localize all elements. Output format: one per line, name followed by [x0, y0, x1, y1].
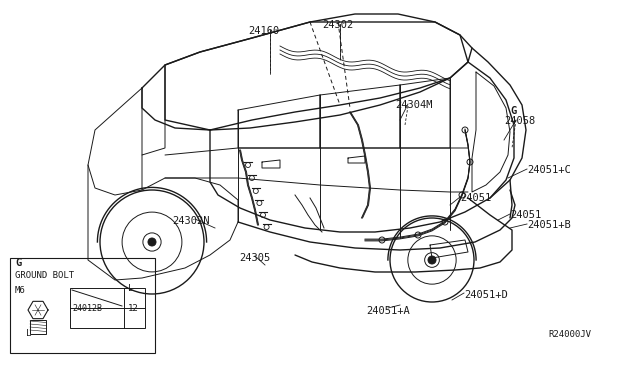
Text: 24302: 24302 [322, 20, 353, 30]
Text: 24051+D: 24051+D [464, 290, 508, 300]
Text: 24302N: 24302N [172, 216, 209, 226]
Circle shape [148, 238, 156, 246]
Text: 24012B: 24012B [72, 304, 102, 313]
Bar [70, 288, 145, 328]
Text: G: G [15, 258, 21, 268]
Text: G: G [510, 106, 516, 116]
Text: M6: M6 [15, 286, 26, 295]
Text: 12: 12 [128, 304, 139, 313]
Text: R24000JV: R24000JV [548, 330, 591, 339]
Text: 24058: 24058 [504, 116, 535, 126]
Text: 24051+C: 24051+C [527, 165, 571, 175]
Text: 24304M: 24304M [395, 100, 433, 110]
Bar [30, 320, 46, 334]
Text: 24160: 24160 [248, 26, 279, 36]
Bar [10, 258, 155, 353]
Text: 24051+B: 24051+B [527, 220, 571, 230]
Text: L: L [26, 329, 31, 338]
Text: 24051: 24051 [510, 210, 541, 220]
Text: 24051: 24051 [460, 193, 492, 203]
Circle shape [428, 256, 436, 264]
Text: 24051+A: 24051+A [366, 306, 410, 316]
Text: GROUND BOLT: GROUND BOLT [15, 271, 74, 280]
Text: L: L [128, 284, 133, 293]
Text: 24305: 24305 [239, 253, 270, 263]
